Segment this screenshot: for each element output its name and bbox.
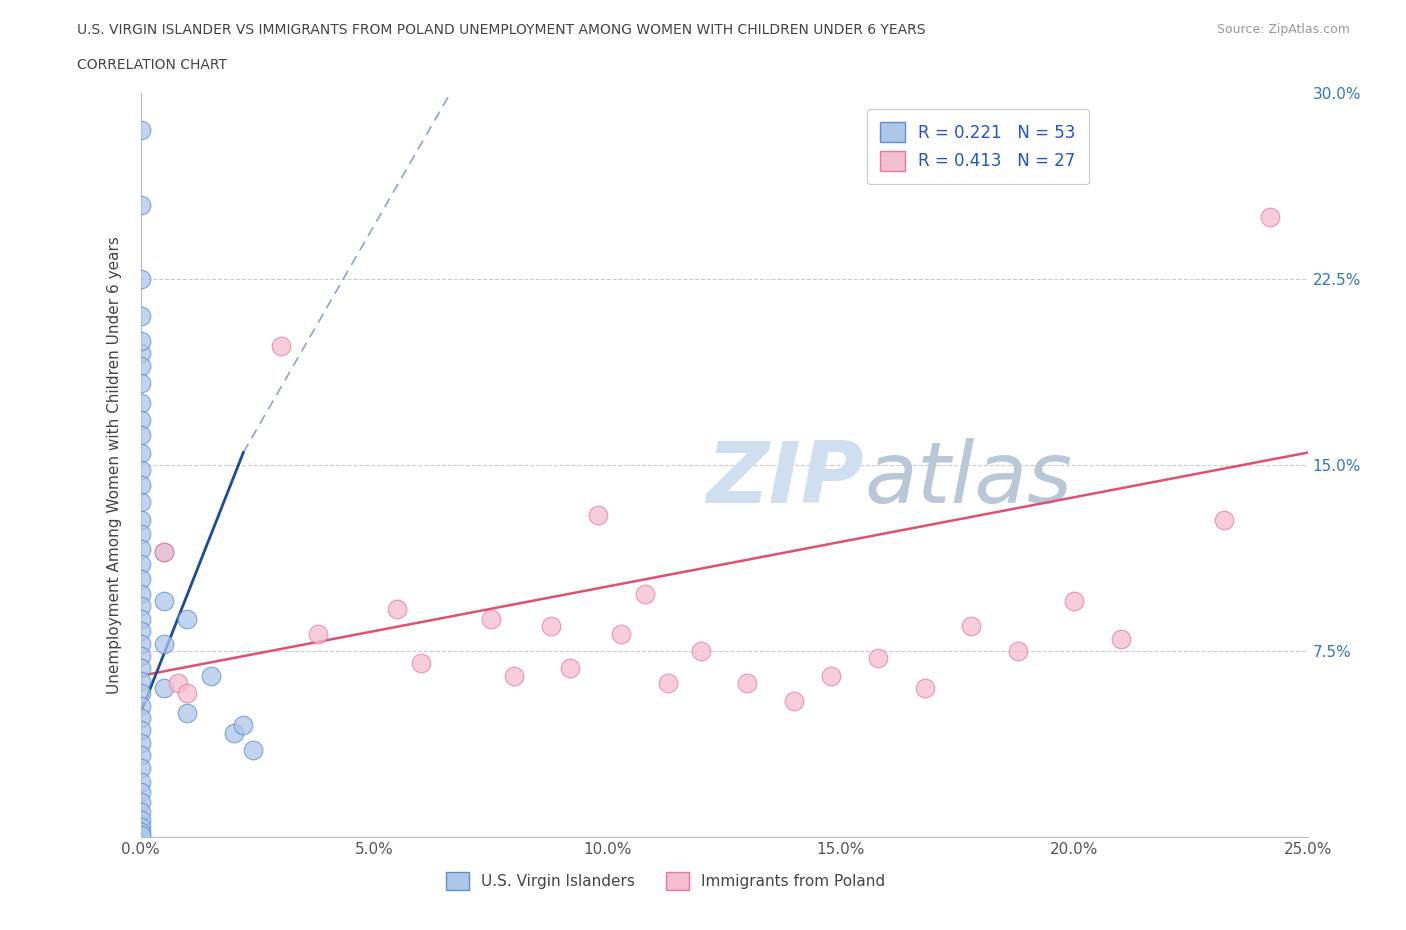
Point xyxy=(689,644,711,658)
Point xyxy=(129,428,152,443)
Point xyxy=(558,661,581,676)
Point xyxy=(783,693,806,708)
Point xyxy=(129,542,152,557)
Point xyxy=(129,819,152,834)
Point xyxy=(1007,644,1029,658)
Point xyxy=(129,599,152,614)
Point xyxy=(129,572,152,587)
Point xyxy=(129,748,152,763)
Point xyxy=(129,334,152,349)
Point xyxy=(479,611,502,626)
Point xyxy=(820,669,842,684)
Point xyxy=(129,795,152,810)
Point xyxy=(737,676,759,691)
Point xyxy=(914,681,936,696)
Point xyxy=(153,544,176,559)
Point xyxy=(129,512,152,527)
Point xyxy=(129,445,152,460)
Point xyxy=(307,626,329,641)
Point xyxy=(129,723,152,737)
Point xyxy=(129,673,152,688)
Point xyxy=(167,676,190,691)
Point xyxy=(129,698,152,713)
Text: U.S. VIRGIN ISLANDER VS IMMIGRANTS FROM POLAND UNEMPLOYMENT AMONG WOMEN WITH CHI: U.S. VIRGIN ISLANDER VS IMMIGRANTS FROM … xyxy=(77,23,925,37)
Point xyxy=(868,651,890,666)
Point xyxy=(387,602,409,617)
Point xyxy=(129,711,152,725)
Point xyxy=(960,618,983,633)
Point xyxy=(129,736,152,751)
Y-axis label: Unemployment Among Women with Children Under 6 years: Unemployment Among Women with Children U… xyxy=(107,236,122,694)
Point xyxy=(1109,631,1132,646)
Text: CORRELATION CHART: CORRELATION CHART xyxy=(77,58,228,72)
Point xyxy=(176,706,198,721)
Point xyxy=(129,611,152,626)
Point xyxy=(610,626,633,641)
Point xyxy=(129,346,152,361)
Point xyxy=(129,272,152,286)
Point xyxy=(1258,209,1281,224)
Point xyxy=(200,669,222,684)
Legend: U.S. Virgin Islanders, Immigrants from Poland: U.S. Virgin Islanders, Immigrants from P… xyxy=(440,866,891,897)
Point xyxy=(176,685,198,700)
Point xyxy=(129,624,152,639)
Point xyxy=(153,594,176,609)
Point xyxy=(129,123,152,138)
Point xyxy=(657,676,679,691)
Point xyxy=(129,587,152,602)
Point xyxy=(153,544,176,559)
Point xyxy=(1212,512,1234,527)
Point xyxy=(634,587,657,602)
Point xyxy=(129,358,152,373)
Point xyxy=(129,827,152,842)
Point xyxy=(129,661,152,676)
Point xyxy=(1063,594,1085,609)
Point xyxy=(270,339,292,353)
Point xyxy=(129,825,152,840)
Point xyxy=(129,775,152,790)
Point xyxy=(129,309,152,324)
Point xyxy=(129,785,152,800)
Point xyxy=(242,743,264,758)
Text: Source: ZipAtlas.com: Source: ZipAtlas.com xyxy=(1216,23,1350,36)
Point xyxy=(232,718,254,733)
Point xyxy=(129,685,152,700)
Point xyxy=(129,636,152,651)
Point xyxy=(176,611,198,626)
Point xyxy=(129,197,152,212)
Point xyxy=(153,636,176,651)
Point xyxy=(129,760,152,775)
Point xyxy=(222,725,245,740)
Point xyxy=(129,495,152,510)
Point xyxy=(129,413,152,428)
Point xyxy=(503,669,526,684)
Point xyxy=(129,804,152,819)
Point xyxy=(129,395,152,410)
Point xyxy=(129,527,152,542)
Point xyxy=(129,557,152,572)
Point xyxy=(540,618,562,633)
Point xyxy=(586,507,609,522)
Point xyxy=(129,477,152,492)
Text: ZIP: ZIP xyxy=(706,438,865,522)
Point xyxy=(129,648,152,663)
Point xyxy=(129,462,152,477)
Point xyxy=(409,656,432,671)
Text: atlas: atlas xyxy=(865,438,1073,522)
Point xyxy=(129,812,152,827)
Point xyxy=(153,681,176,696)
Point xyxy=(129,376,152,391)
